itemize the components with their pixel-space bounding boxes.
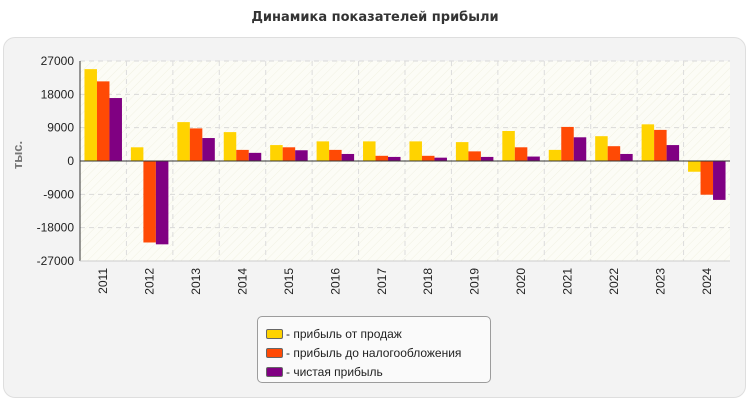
legend-swatch	[266, 366, 283, 377]
y-tick-label: 9000	[47, 121, 74, 135]
bar	[620, 153, 633, 161]
legend-item: - прибыль до налогообложения	[266, 343, 490, 362]
bar	[248, 152, 262, 161]
bar	[96, 81, 110, 161]
bar	[527, 156, 540, 161]
bar	[236, 149, 249, 161]
bar	[548, 149, 562, 161]
bar	[329, 149, 342, 161]
x-tick-label: 2012	[143, 268, 157, 295]
y-tick-label: -18000	[37, 221, 75, 235]
bar	[607, 146, 621, 161]
bar	[641, 124, 655, 161]
legend-swatch	[266, 347, 283, 358]
legend-label: - прибыль до налогообложения	[286, 345, 462, 360]
bar	[409, 141, 422, 161]
bar	[109, 98, 122, 161]
bar	[84, 69, 97, 161]
bar	[700, 161, 714, 195]
bar	[688, 161, 701, 172]
y-tick-label: 18000	[41, 87, 75, 101]
bar	[223, 132, 237, 161]
bar	[455, 142, 469, 161]
bar	[202, 138, 215, 161]
bar	[270, 145, 283, 161]
bar	[713, 161, 726, 200]
x-tick-label: 2014	[236, 268, 250, 295]
x-tick-label: 2019	[468, 268, 482, 295]
bar	[502, 131, 515, 161]
x-tick-label: 2017	[375, 268, 389, 295]
x-tick-label: 2024	[700, 268, 714, 295]
legend-swatch	[266, 328, 283, 339]
x-tick-label: 2022	[607, 268, 621, 295]
bar	[434, 157, 447, 161]
legend-item: - прибыль от продаж	[266, 324, 490, 343]
chart-legend: - прибыль от продаж - прибыль до налогоо…	[257, 316, 491, 383]
y-tick-label: -27000	[37, 254, 75, 268]
bar	[341, 153, 355, 161]
bar	[514, 147, 528, 161]
bar	[295, 150, 308, 161]
x-tick-label: 2021	[561, 268, 575, 295]
x-tick-label: 2023	[653, 268, 667, 295]
bar	[282, 147, 296, 161]
bar	[363, 141, 376, 161]
legend-label: - прибыль от продаж	[286, 326, 402, 341]
bar	[666, 145, 680, 161]
x-tick-label: 2015	[282, 268, 296, 295]
legend-item: - чистая прибыль	[266, 362, 490, 381]
y-tick-label: -9000	[43, 187, 74, 201]
bar	[177, 122, 190, 161]
bar	[130, 147, 144, 161]
bar	[143, 161, 156, 243]
x-tick-label: 2013	[189, 268, 203, 295]
y-axis-label: тыс.	[10, 141, 25, 169]
x-tick-label: 2016	[328, 268, 342, 295]
bar	[375, 155, 389, 161]
bar	[421, 155, 435, 161]
bar	[654, 129, 667, 161]
bar	[388, 156, 401, 161]
bar	[155, 161, 169, 245]
x-tick-label: 2018	[421, 268, 435, 295]
chart-title: Динамика показателей прибыли	[251, 10, 499, 25]
y-tick-label: 0	[67, 154, 74, 168]
x-tick-label: 2011	[96, 268, 110, 294]
bar	[468, 151, 481, 161]
bar	[480, 156, 494, 161]
x-tick-label: 2020	[514, 268, 528, 295]
legend-label: - чистая прибыль	[286, 364, 383, 379]
bar	[316, 141, 330, 161]
bar	[573, 137, 587, 161]
bar	[561, 126, 574, 161]
bar	[189, 128, 203, 161]
bar	[595, 136, 608, 161]
y-tick-label: 27000	[41, 54, 75, 68]
